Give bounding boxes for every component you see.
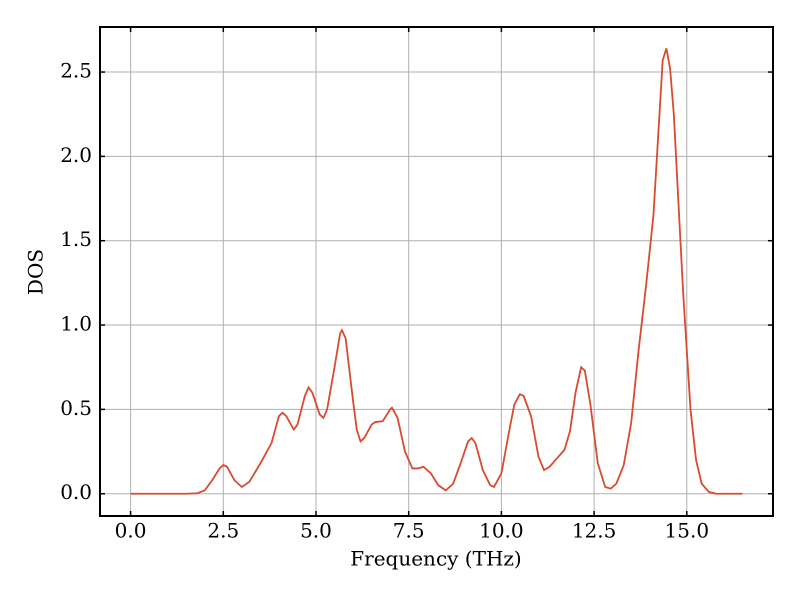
y-tick-label: 1.5 <box>60 227 92 251</box>
y-tick-label: 2.5 <box>60 59 92 83</box>
plot-frame <box>99 26 774 517</box>
x-tick-label: 2.5 <box>207 519 239 543</box>
x-tick-label: 15.0 <box>665 519 710 543</box>
x-tick-label: 7.5 <box>393 519 425 543</box>
y-tick-label: 1.0 <box>60 312 92 336</box>
y-axis-label: DOS <box>24 249 48 295</box>
data-line <box>130 48 743 495</box>
x-tick-label: 5.0 <box>300 519 332 543</box>
y-tick-label: 0.0 <box>60 480 92 504</box>
y-tick-label: 2.0 <box>60 143 92 167</box>
x-axis-label: Frequency (THz) <box>350 547 521 571</box>
y-tick-label: 0.5 <box>60 396 92 420</box>
x-tick-label: 10.0 <box>479 519 524 543</box>
x-tick-label: 0.0 <box>115 519 147 543</box>
x-tick-label: 12.5 <box>572 519 617 543</box>
